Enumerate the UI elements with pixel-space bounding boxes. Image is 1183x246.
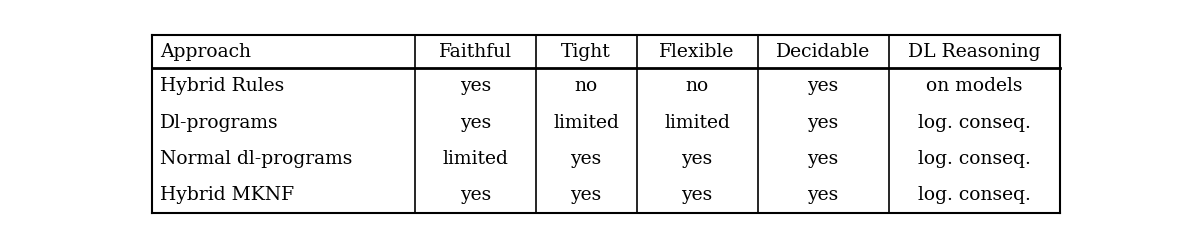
Text: yes: yes [459,186,491,204]
Text: log. conseq.: log. conseq. [918,186,1030,204]
Text: yes: yes [808,150,839,168]
Text: no: no [685,77,709,95]
Text: yes: yes [459,77,491,95]
Text: yes: yes [570,186,602,204]
Text: yes: yes [808,77,839,95]
Text: limited: limited [554,114,619,132]
Text: yes: yes [681,150,712,168]
Text: yes: yes [570,150,602,168]
Text: yes: yes [459,114,491,132]
Text: Faithful: Faithful [439,43,512,61]
Text: Normal dl-programs: Normal dl-programs [160,150,353,168]
Text: DL Reasoning: DL Reasoning [909,43,1041,61]
Text: Dl-programs: Dl-programs [160,114,278,132]
Text: Tight: Tight [561,43,610,61]
Text: Flexible: Flexible [659,43,735,61]
Text: Hybrid Rules: Hybrid Rules [160,77,284,95]
Text: log. conseq.: log. conseq. [918,150,1030,168]
Text: yes: yes [808,114,839,132]
Text: on models: on models [926,77,1022,95]
Text: Decidable: Decidable [776,43,871,61]
Text: yes: yes [681,186,712,204]
Text: log. conseq.: log. conseq. [918,114,1030,132]
Text: yes: yes [808,186,839,204]
Text: no: no [575,77,597,95]
Text: limited: limited [442,150,509,168]
Text: Hybrid MKNF: Hybrid MKNF [160,186,293,204]
Text: limited: limited [664,114,730,132]
Text: Approach: Approach [160,43,251,61]
